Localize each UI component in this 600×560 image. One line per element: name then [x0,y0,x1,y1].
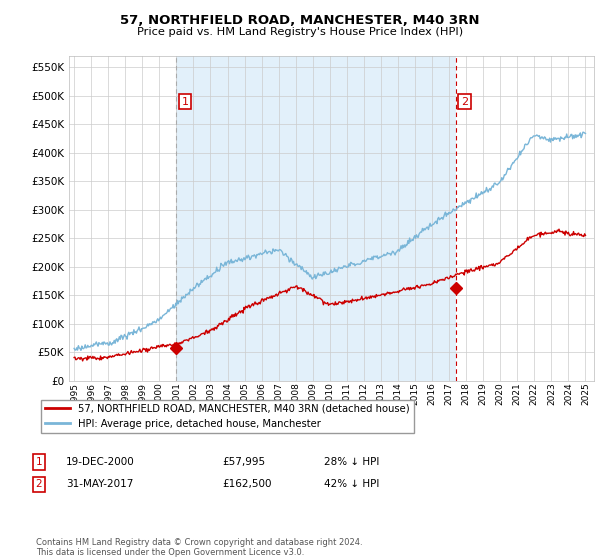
Text: 1: 1 [181,96,188,106]
Text: Price paid vs. HM Land Registry's House Price Index (HPI): Price paid vs. HM Land Registry's House … [137,27,463,37]
Bar [176,56,456,381]
Text: 1: 1 [35,457,43,467]
Text: £57,995: £57,995 [222,457,265,467]
Text: Contains HM Land Registry data © Crown copyright and database right 2024.
This d: Contains HM Land Registry data © Crown c… [36,538,362,557]
Text: £162,500: £162,500 [222,479,271,489]
Legend: 57, NORTHFIELD ROAD, MANCHESTER, M40 3RN (detached house), HPI: Average price, d: 57, NORTHFIELD ROAD, MANCHESTER, M40 3RN… [41,400,413,433]
Text: 2: 2 [35,479,43,489]
Text: 31-MAY-2017: 31-MAY-2017 [66,479,133,489]
Text: 57, NORTHFIELD ROAD, MANCHESTER, M40 3RN: 57, NORTHFIELD ROAD, MANCHESTER, M40 3RN [120,14,480,27]
Text: 2: 2 [461,96,469,106]
Text: 19-DEC-2000: 19-DEC-2000 [66,457,135,467]
Text: 28% ↓ HPI: 28% ↓ HPI [324,457,379,467]
Text: 42% ↓ HPI: 42% ↓ HPI [324,479,379,489]
